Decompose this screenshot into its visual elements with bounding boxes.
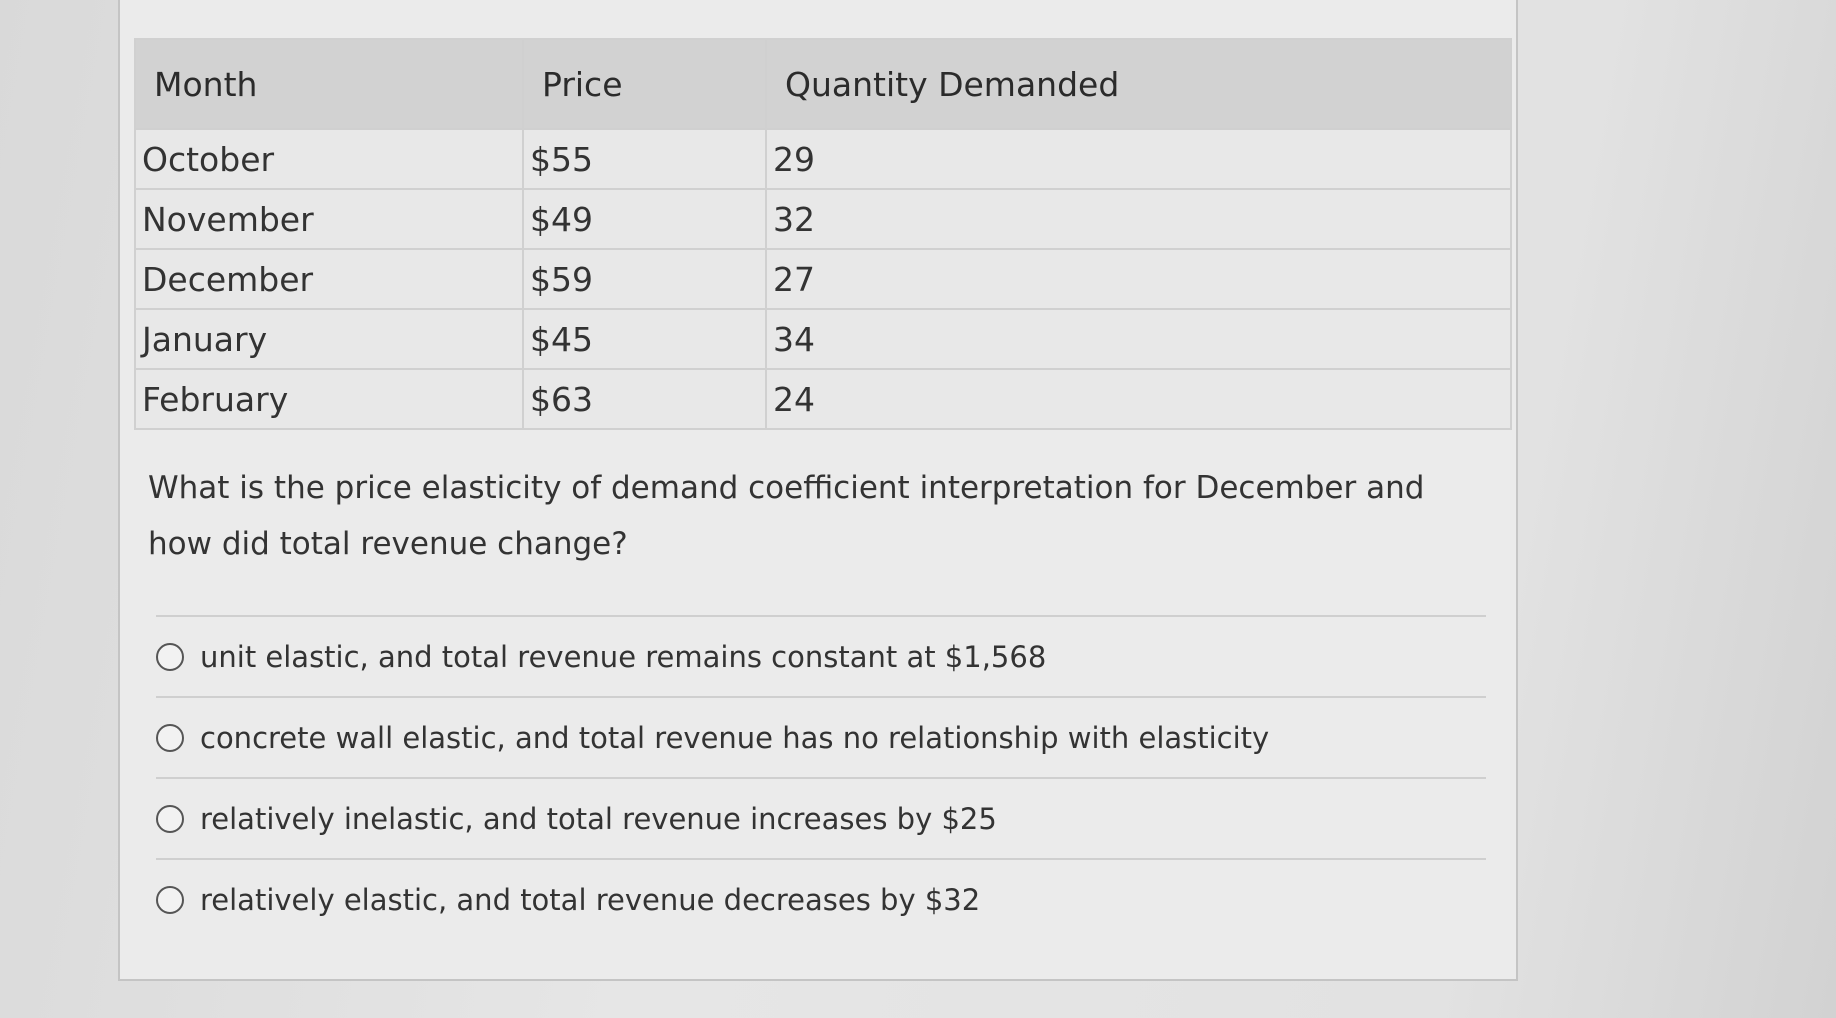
header-row: Month Price Quantity Demanded <box>134 38 1512 130</box>
option-label: relatively elastic, and total revenue de… <box>200 883 981 917</box>
header-cell: Quantity Demanded <box>765 38 1512 130</box>
answer-option[interactable]: concrete wall elastic, and total revenue… <box>156 696 1486 778</box>
table-cell: $45 <box>522 308 767 370</box>
answer-option[interactable]: relatively elastic, and total revenue de… <box>156 858 1486 940</box>
header-cell: Month <box>134 38 524 130</box>
table-cell: $63 <box>522 368 767 430</box>
header-cell: Price <box>522 38 767 130</box>
data-table: Month Price Quantity Demanded October $55… <box>134 38 1512 430</box>
table-cell: 29 <box>765 128 1512 190</box>
table-row: January $45 34 <box>134 308 1512 370</box>
radio-button[interactable] <box>156 886 184 914</box>
table-row: November $49 32 <box>134 188 1512 250</box>
radio-button[interactable] <box>156 724 184 752</box>
question-card: Month Price Quantity Demanded October $55… <box>118 0 1518 981</box>
table-cell: February <box>134 368 524 430</box>
option-label: unit elastic, and total revenue remains … <box>200 640 1047 674</box>
radio-button[interactable] <box>156 805 184 833</box>
radio-button[interactable] <box>156 643 184 671</box>
answer-option[interactable]: unit elastic, and total revenue remains … <box>156 615 1486 697</box>
table-body: October $55 29 November $49 32 December $59 27 Ja… <box>134 128 1512 430</box>
table-cell: $55 <box>522 128 767 190</box>
table-cell: 24 <box>765 368 1512 430</box>
table-row: February $63 24 <box>134 368 1512 430</box>
answer-option[interactable]: relatively inelastic, and total revenue … <box>156 777 1486 859</box>
table-row: December $59 27 <box>134 248 1512 310</box>
table-cell: October <box>134 128 524 190</box>
table-cell: $59 <box>522 248 767 310</box>
table-cell: 32 <box>765 188 1512 250</box>
option-label: relatively inelastic, and total revenue … <box>200 802 997 836</box>
table-cell: $49 <box>522 188 767 250</box>
table-cell: January <box>134 308 524 370</box>
table-cell: December <box>134 248 524 310</box>
table-row: October $55 29 <box>134 128 1512 190</box>
option-label: concrete wall elastic, and total revenue… <box>200 721 1270 755</box>
table-cell: 34 <box>765 308 1512 370</box>
table-cell: November <box>134 188 524 250</box>
question-text: What is the price elasticity of demand c… <box>148 470 1425 562</box>
table-cell: 27 <box>765 248 1512 310</box>
